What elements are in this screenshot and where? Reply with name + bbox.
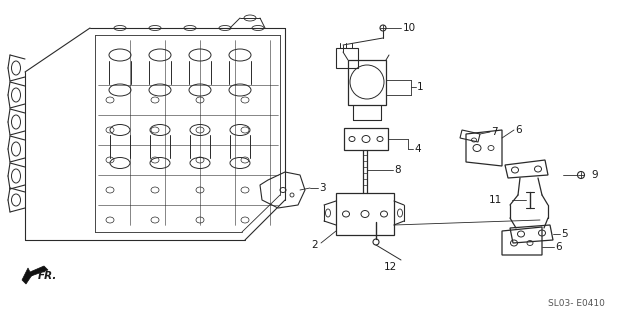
Polygon shape	[22, 266, 48, 284]
Text: 6: 6	[515, 125, 522, 135]
Text: SL03- E0410: SL03- E0410	[548, 299, 605, 308]
Text: 10: 10	[403, 23, 416, 33]
Text: 7: 7	[491, 127, 498, 137]
Text: 11: 11	[489, 195, 502, 205]
Text: 2: 2	[311, 240, 317, 250]
Text: 3: 3	[319, 183, 326, 193]
Text: FR.: FR.	[38, 271, 58, 281]
Text: 1: 1	[417, 82, 424, 92]
Text: 12: 12	[384, 262, 397, 272]
Text: 9: 9	[591, 170, 598, 180]
Text: 6: 6	[555, 242, 562, 252]
Text: 4: 4	[414, 144, 420, 154]
Text: 5: 5	[561, 229, 568, 239]
Text: 8: 8	[394, 165, 401, 175]
